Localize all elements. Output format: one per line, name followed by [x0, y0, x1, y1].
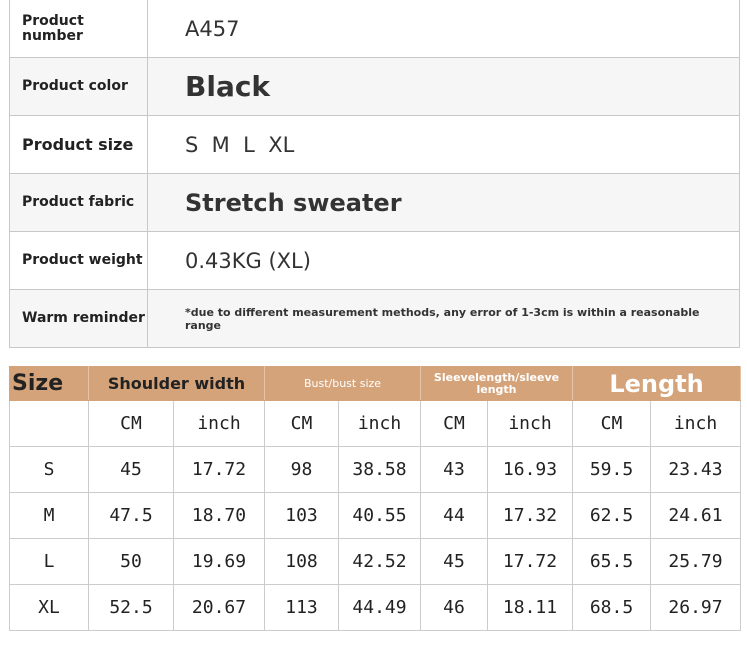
measurement-cell: 23.43 [650, 446, 742, 493]
info-row-weight: Product weight 0.43KG (XL) [9, 231, 740, 290]
header-length: Length [572, 366, 742, 401]
size-row: L 50 19.69 108 42.52 45 17.72 65.5 25.79 [9, 538, 742, 585]
measurement-cell: 47.5 [88, 492, 174, 539]
info-label: Warm reminder [9, 289, 148, 348]
unit-cell: CM [420, 400, 488, 447]
size-row: S 45 17.72 98 38.58 43 16.93 59.5 23.43 [9, 446, 742, 493]
unit-cell: inch [486, 400, 574, 447]
info-row-color: Product color Black [9, 57, 740, 116]
info-value: Black [147, 57, 740, 116]
header-bust: Bust/bust size [264, 366, 421, 401]
measurement-cell: 50 [88, 538, 174, 585]
measurement-cell: 44.49 [338, 584, 421, 631]
measurement-cell: 68.5 [572, 584, 652, 631]
size-label-cell: L [9, 538, 89, 585]
info-label: Product fabric [9, 173, 148, 232]
measurement-cell: 113 [264, 584, 339, 631]
header-row: Size Shoulder width Bust/bust size Sleev… [9, 366, 742, 401]
measurement-cell: 17.32 [486, 492, 574, 539]
info-value: A457 [147, 0, 740, 58]
info-value: S M L XL [147, 115, 740, 174]
header-sleeve: Sleevelength/sleeve length [419, 366, 574, 401]
measurement-cell: 40.55 [338, 492, 421, 539]
info-label: Product color [9, 57, 148, 116]
empty-cell [9, 400, 89, 447]
size-row: XL 52.5 20.67 113 44.49 46 18.11 68.5 26.97 [9, 584, 742, 631]
info-label: Product weight [9, 231, 148, 290]
measurement-cell: 18.70 [173, 492, 265, 539]
measurement-cell: 103 [264, 492, 339, 539]
info-row-reminder: Warm reminder *due to different measureme… [9, 289, 740, 348]
header-shoulder: Shoulder width [88, 366, 265, 401]
header-size: Size [9, 366, 89, 401]
info-label: Product number [9, 0, 148, 58]
measurement-cell: 65.5 [572, 538, 652, 585]
measurement-cell: 98 [264, 446, 339, 493]
measurement-cell: 43 [420, 446, 488, 493]
product-info-table: Product number A457 Product color Black Pr… [9, 0, 740, 348]
info-row-fabric: Product fabric Stretch sweater [9, 173, 740, 232]
info-value: *due to different measurement methods, a… [147, 289, 740, 348]
unit-cell: CM [264, 400, 339, 447]
info-value: 0.43KG (XL) [147, 231, 740, 290]
measurement-cell: 26.97 [650, 584, 742, 631]
unit-cell: CM [572, 400, 652, 447]
measurement-cell: 62.5 [572, 492, 652, 539]
unit-cell: inch [173, 400, 265, 447]
info-value: Stretch sweater [147, 173, 740, 232]
measurement-cell: 38.58 [338, 446, 421, 493]
size-label-cell: M [9, 492, 89, 539]
measurement-cell: 25.79 [650, 538, 742, 585]
size-label-cell: XL [9, 584, 89, 631]
unit-cell: inch [650, 400, 742, 447]
measurement-cell: 108 [264, 538, 339, 585]
info-row-number: Product number A457 [9, 0, 740, 58]
info-row-size: Product size S M L XL [9, 115, 740, 174]
measurement-cell: 59.5 [572, 446, 652, 493]
size-label-cell: S [9, 446, 89, 493]
measurement-cell: 52.5 [88, 584, 174, 631]
measurement-cell: 16.93 [486, 446, 574, 493]
measurement-cell: 45 [420, 538, 488, 585]
info-label: Product size [9, 115, 148, 174]
measurement-cell: 17.72 [173, 446, 265, 493]
size-row: M 47.5 18.70 103 40.55 44 17.32 62.5 24.61 [9, 492, 742, 539]
measurement-cell: 45 [88, 446, 174, 493]
measurement-cell: 17.72 [486, 538, 574, 585]
measurement-cell: 20.67 [173, 584, 265, 631]
measurement-cell: 24.61 [650, 492, 742, 539]
unit-cell: CM [88, 400, 174, 447]
unit-cell: inch [338, 400, 421, 447]
measurement-cell: 44 [420, 492, 488, 539]
measurement-cell: 46 [420, 584, 488, 631]
measurement-cell: 42.52 [338, 538, 421, 585]
measurement-cell: 18.11 [486, 584, 574, 631]
measurement-cell: 19.69 [173, 538, 265, 585]
units-row: CM inch CM inch CM inch CM inch [9, 400, 742, 447]
size-chart-table: Size Shoulder width Bust/bust size Sleev… [9, 366, 742, 631]
